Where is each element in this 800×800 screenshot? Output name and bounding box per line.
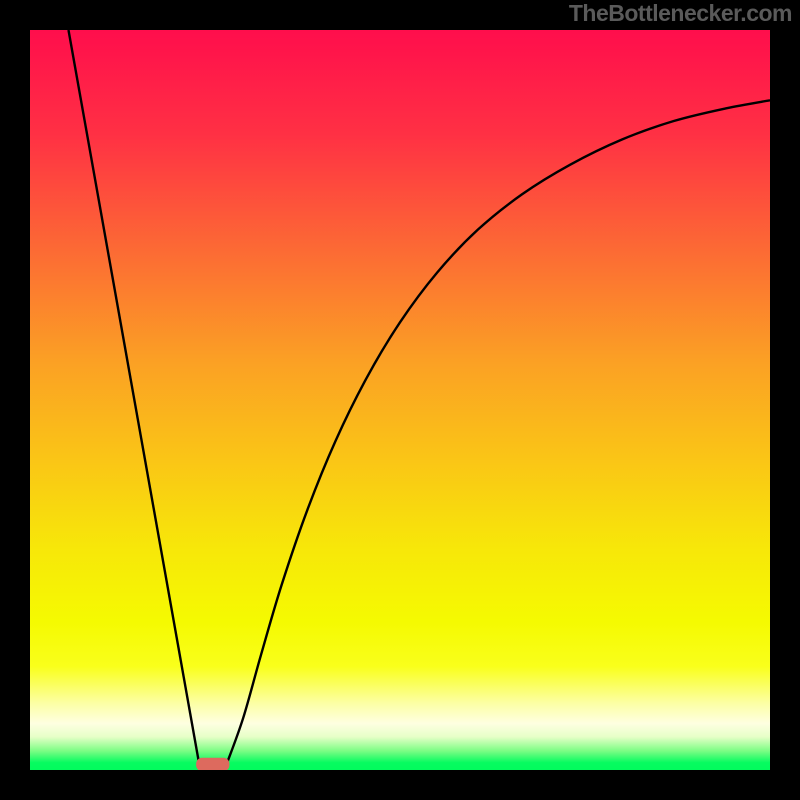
chart-container: TheBottlenecker.com: [0, 0, 800, 800]
plot-svg: [30, 30, 770, 770]
plot-area: [30, 30, 770, 770]
curve-left-segment: [68, 30, 199, 766]
source-watermark: TheBottlenecker.com: [569, 0, 792, 27]
curve-right-segment: [226, 100, 770, 765]
valley-marker: [196, 758, 229, 770]
